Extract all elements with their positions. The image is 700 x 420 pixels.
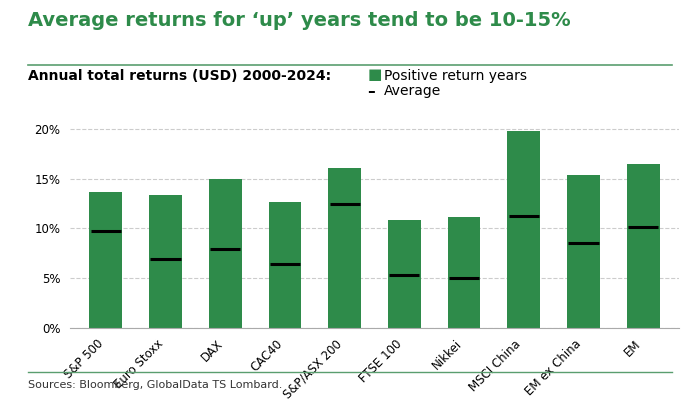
Text: Annual total returns (USD) 2000-2024:: Annual total returns (USD) 2000-2024:	[28, 69, 331, 83]
Bar	[269, 202, 302, 328]
Text: Sources: Bloomberg, GlobalData TS Lombard.: Sources: Bloomberg, GlobalData TS Lombar…	[28, 380, 282, 390]
Bar	[447, 218, 480, 328]
Bar	[209, 178, 242, 328]
Text: ■: ■	[368, 67, 382, 82]
Text: Positive return years: Positive return years	[384, 69, 526, 83]
Text: Average returns for ‘up’ years tend to be 10-15%: Average returns for ‘up’ years tend to b…	[28, 10, 570, 29]
Text: –: –	[368, 84, 375, 99]
Bar	[388, 220, 421, 328]
Bar	[149, 194, 182, 328]
Bar	[567, 175, 600, 328]
Bar	[328, 168, 361, 328]
Text: Average: Average	[384, 84, 441, 98]
Bar	[626, 164, 659, 328]
Bar	[90, 192, 122, 328]
Bar	[508, 131, 540, 328]
